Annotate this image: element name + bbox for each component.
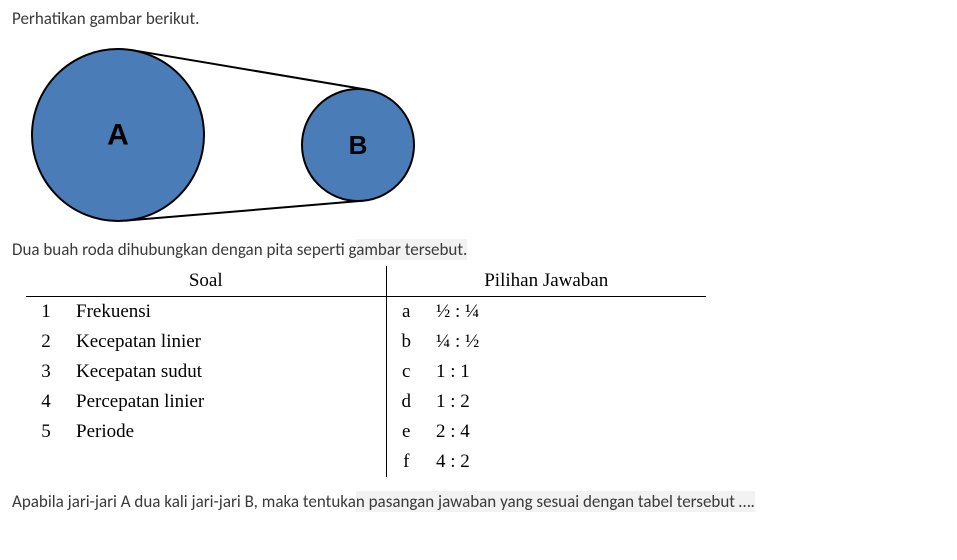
footer-part1: Apabila jari-jari A dua kali jari-jari B… [12, 491, 356, 512]
svg-text:A: A [107, 119, 129, 152]
table-row: 4Percepatan linierd1 : 2 [26, 387, 706, 417]
row-soal: Percepatan linier [66, 387, 386, 417]
row-answer: 2 : 4 [426, 417, 706, 447]
row-soal: Frekuensi [66, 297, 386, 328]
row-soal: Kecepatan linier [66, 327, 386, 357]
description-part2-highlight: ambar tersebut. [356, 239, 467, 260]
description-text: Dua buah roda dihubungkan dengan pita se… [12, 239, 945, 260]
row-answer: ½ : ¼ [426, 297, 706, 328]
row-soal [66, 447, 386, 477]
row-letter: e [386, 417, 426, 447]
pulley-svg: AB [22, 35, 442, 235]
table-row: 5Periodee2 : 4 [26, 417, 706, 447]
table-row: 3Kecepatan sudutc1 : 1 [26, 357, 706, 387]
row-number: 1 [26, 297, 66, 328]
svg-text:B: B [349, 130, 368, 160]
row-letter: d [386, 387, 426, 417]
table-row: 2Kecepatan linierb¼ : ½ [26, 327, 706, 357]
row-answer: 4 : 2 [426, 447, 706, 477]
pulley-diagram: AB [22, 35, 945, 235]
row-number: 5 [26, 417, 66, 447]
row-letter: a [386, 297, 426, 328]
row-answer: 1 : 2 [426, 387, 706, 417]
intro-text: Perhatikan gambar berikut. [12, 8, 945, 29]
row-answer: ¼ : ½ [426, 327, 706, 357]
table-row: f4 : 2 [26, 447, 706, 477]
header-answer: Pilihan Jawaban [386, 266, 706, 297]
row-letter: f [386, 447, 426, 477]
table-header-row: Soal Pilihan Jawaban [26, 266, 706, 297]
row-letter: b [386, 327, 426, 357]
row-letter: c [386, 357, 426, 387]
row-soal: Kecepatan sudut [66, 357, 386, 387]
table-wrapper: Soal Pilihan Jawaban 1Frekuensia½ : ¼2Ke… [26, 266, 945, 477]
table-row: 1Frekuensia½ : ¼ [26, 297, 706, 328]
row-number [26, 447, 66, 477]
row-number: 4 [26, 387, 66, 417]
table-body: 1Frekuensia½ : ¼2Kecepatan linierb¼ : ½3… [26, 297, 706, 478]
header-soal: Soal [26, 266, 386, 297]
description-part1: Dua buah roda dihubungkan dengan pita se… [12, 239, 356, 260]
footer-part2-highlight: n pasangan jawaban yang sesuai dengan ta… [356, 491, 755, 512]
footer-text: Apabila jari-jari A dua kali jari-jari B… [12, 491, 945, 512]
row-number: 2 [26, 327, 66, 357]
answer-table: Soal Pilihan Jawaban 1Frekuensia½ : ¼2Ke… [26, 266, 706, 477]
row-answer: 1 : 1 [426, 357, 706, 387]
row-number: 3 [26, 357, 66, 387]
row-soal: Periode [66, 417, 386, 447]
